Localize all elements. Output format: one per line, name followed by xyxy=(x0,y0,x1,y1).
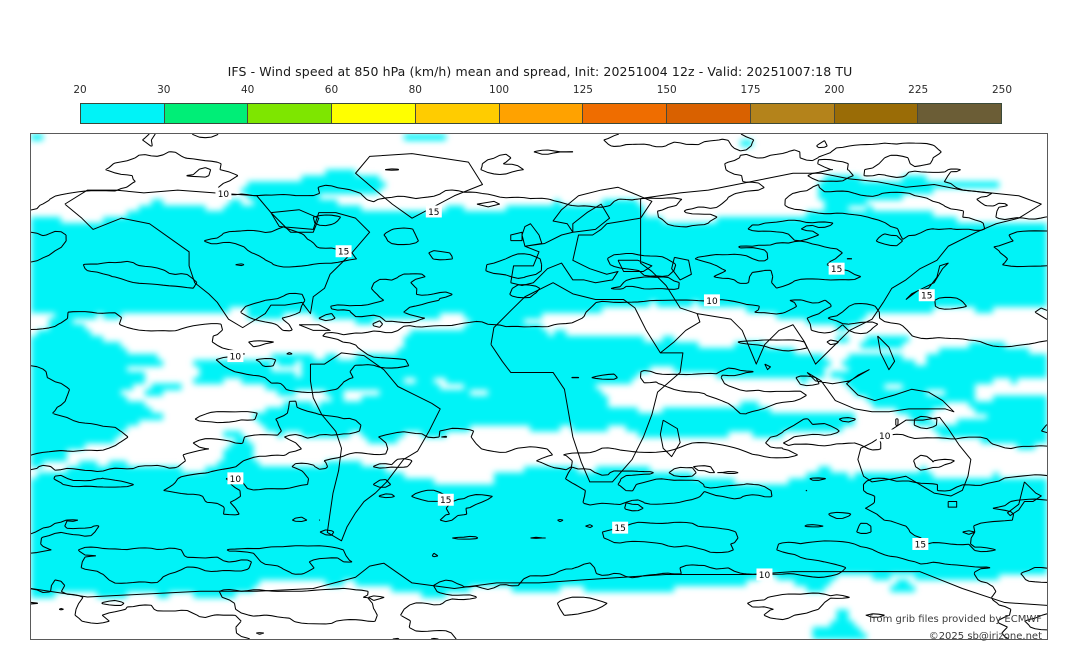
map-canvas[interactable]: 10 10 10 10 10 10 15 15 15 15 15 15 15 xyxy=(30,133,1048,640)
colorbar-tick-150: 150 xyxy=(656,84,677,96)
svg-text:15: 15 xyxy=(614,524,625,534)
colorbar-segment-30-40 xyxy=(164,104,249,123)
contour-label-15: 15 xyxy=(425,205,442,218)
svg-text:10: 10 xyxy=(218,190,230,200)
colorbar-tick-125: 125 xyxy=(572,84,593,96)
colorbar-gradient xyxy=(80,103,1002,124)
colorbar: 20 30 40 60 80 100 125 150 175 200 225 250 xyxy=(73,84,1012,124)
colorbar-tick-80: 80 xyxy=(408,84,422,96)
coastline-path xyxy=(31,153,1047,606)
credit-source: from grib files provided by ECMWF xyxy=(869,614,1042,625)
svg-text:10: 10 xyxy=(759,571,771,581)
svg-text:10: 10 xyxy=(879,432,891,442)
wind-band-20 xyxy=(31,134,1047,639)
coastlines xyxy=(31,153,1047,606)
map-plot: 10 10 10 10 10 10 15 15 15 15 15 15 15 xyxy=(31,134,1047,639)
colorbar-segment-40-60 xyxy=(248,104,333,123)
colorbar-tick-250: 250 xyxy=(991,84,1013,96)
colorbar-segment-225-250 xyxy=(918,104,1002,123)
colorbar-segment-175-200 xyxy=(750,104,835,123)
contour-label-15: 15 xyxy=(437,493,454,506)
colorbar-tick-20: 20 xyxy=(73,84,87,96)
colorbar-segment-200-225 xyxy=(834,104,919,123)
contour-label-10: 10 xyxy=(876,429,893,442)
svg-text:15: 15 xyxy=(338,248,349,258)
colorbar-tick-30: 30 xyxy=(157,84,171,96)
svg-text:15: 15 xyxy=(831,265,842,275)
contour-label-15: 15 xyxy=(912,538,929,550)
contour-label-15: 15 xyxy=(612,521,629,534)
colorbar-tick-100: 100 xyxy=(489,84,510,96)
svg-text:10: 10 xyxy=(230,475,242,485)
credit-copyright: ©2025 sb@irizone.net xyxy=(928,631,1042,642)
contour-label-10: 10 xyxy=(227,350,244,363)
colorbar-tick-225: 225 xyxy=(908,84,929,96)
svg-text:15: 15 xyxy=(921,292,932,302)
colorbar-tick-200: 200 xyxy=(824,84,845,96)
colorbar-tick-labels: 20 30 40 60 80 100 125 150 175 200 225 250 xyxy=(73,84,1012,100)
colorbar-segment-80-100 xyxy=(415,104,500,123)
contour-label-15: 15 xyxy=(828,262,845,275)
colorbar-segment-20-30 xyxy=(81,104,165,123)
svg-text:15: 15 xyxy=(440,496,451,506)
page-title: IFS - Wind speed at 850 hPa (km/h) mean … xyxy=(227,64,853,79)
colorbar-tick-175: 175 xyxy=(740,84,761,96)
colorbar-tick-60: 60 xyxy=(324,84,339,96)
contour-label-10: 10 xyxy=(756,568,773,581)
contour-label-15: 15 xyxy=(918,289,935,302)
svg-text:10: 10 xyxy=(706,297,718,307)
colorbar-segment-125-150 xyxy=(583,104,668,123)
svg-text:15: 15 xyxy=(915,540,926,550)
colorbar-segment-100-125 xyxy=(499,104,584,123)
contour-label-10: 10 xyxy=(215,187,232,200)
contour-label-10: 10 xyxy=(703,294,720,307)
contour-label-15: 15 xyxy=(335,245,352,258)
svg-text:15: 15 xyxy=(428,208,439,218)
svg-text:10: 10 xyxy=(230,353,242,363)
colorbar-tick-40: 40 xyxy=(240,84,255,96)
colorbar-segment-150-175 xyxy=(667,104,751,123)
spread-contour-10 xyxy=(31,134,1047,639)
contour-label-10: 10 xyxy=(227,472,244,485)
wind-speed-shading xyxy=(31,134,1047,639)
colorbar-segment-60-80 xyxy=(332,104,416,123)
contour-labels: 10 10 10 10 10 10 15 15 15 15 15 15 15 xyxy=(215,187,935,581)
